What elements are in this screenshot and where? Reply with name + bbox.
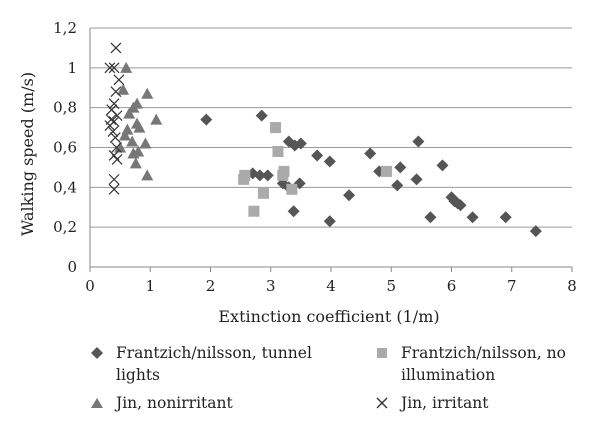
- cross-point: [109, 132, 121, 143]
- cross-point: [108, 173, 120, 185]
- triangle-point: [130, 97, 143, 109]
- y-tick-label: 1: [67, 59, 77, 77]
- y-tick-label: 0,6: [53, 139, 77, 157]
- legend-item-no-illumination: Frantzich/nilsson, no illumination: [375, 342, 600, 386]
- cross-point: [113, 74, 125, 86]
- square-point: [286, 183, 298, 195]
- triangle-point: [129, 157, 142, 169]
- cross-point: [108, 62, 120, 74]
- axes: [89, 28, 573, 272]
- y-tick-label: 0,8: [53, 99, 77, 117]
- x-tick-label: 6: [447, 277, 457, 295]
- square-point: [258, 187, 270, 199]
- triangle-point: [126, 135, 139, 147]
- diamond-point: [410, 173, 423, 186]
- legend: Frantzich/nilsson, tunnel lights Frantzi…: [90, 340, 590, 430]
- square-point: [272, 145, 284, 157]
- triangle-point: [139, 137, 152, 149]
- cross-point: [104, 120, 116, 132]
- diamond-point: [287, 205, 300, 218]
- legend-label: Jin, nonirritant: [116, 394, 233, 412]
- diamond-point: [255, 109, 268, 122]
- triangle-marker-icon: [90, 392, 104, 414]
- diamond-point: [294, 137, 307, 150]
- cross-point: [108, 98, 120, 110]
- triangle-point: [150, 113, 163, 125]
- y-tick-label: 0: [67, 258, 77, 276]
- diamond-point: [466, 211, 479, 224]
- cross-point: [104, 62, 116, 74]
- diamond-point: [499, 211, 512, 224]
- legend-label: Frantzich/nilsson, no illumination: [401, 344, 566, 384]
- legend-label: Frantzich/nilsson, tunnel lights: [116, 344, 312, 384]
- x-tick-label: 4: [326, 277, 336, 295]
- square-point: [380, 165, 392, 177]
- x-tick-label: 5: [386, 277, 396, 295]
- y-tick-labels: 0 0,2 0,4 0,6 0,8 1 1,2: [53, 19, 77, 276]
- triangle-point: [117, 83, 130, 95]
- diamond-point: [529, 225, 542, 238]
- diamond-point: [200, 113, 213, 126]
- diamond-point: [311, 149, 324, 162]
- cross-point: [111, 154, 123, 165]
- square-point: [278, 165, 290, 177]
- legend-label: Jin, irritant: [401, 394, 489, 412]
- x-axis-label: Extinction coefficient (1/m): [218, 307, 439, 326]
- triangle-point: [123, 107, 136, 119]
- cross-point: [107, 126, 119, 137]
- triangle-point: [141, 87, 154, 99]
- triangle-point: [141, 169, 154, 181]
- diamond-point: [436, 159, 449, 172]
- legend-item-tunnel-lights: Frantzich/nilsson, tunnel lights: [90, 342, 321, 386]
- diamond-point: [394, 161, 407, 174]
- diamond-point: [253, 169, 266, 182]
- square-point: [270, 122, 282, 134]
- y-tick-label: 1,2: [53, 19, 77, 37]
- x-tick-label: 7: [507, 277, 517, 295]
- diamond-point: [343, 189, 356, 202]
- y-tick-label: 0,4: [53, 178, 77, 196]
- diamond-point: [323, 215, 336, 228]
- cross-point: [111, 110, 123, 122]
- y-axis-label: Walking speed (m/s): [18, 72, 37, 236]
- cross-point: [108, 183, 120, 195]
- square-point: [248, 205, 260, 217]
- diamond-point: [454, 199, 467, 212]
- legend-item-jin-irritant: Jin, irritant: [375, 392, 600, 414]
- diamond-point: [391, 179, 404, 192]
- square-point: [239, 169, 251, 181]
- triangle-point: [127, 147, 140, 159]
- x-tick-label: 0: [85, 277, 95, 295]
- triangle-point: [133, 121, 146, 133]
- scatter-chart: 0 0,2 0,4 0,6 0,8 1 1,2 0 1 2 3 4 5 6 7 8 Walking spee…: [18, 19, 577, 326]
- triangle-point: [118, 129, 131, 141]
- diamond-point: [364, 147, 377, 160]
- cross-marker-icon: [375, 392, 389, 414]
- diamond-point: [323, 155, 336, 168]
- diamond-point: [412, 135, 425, 148]
- legend-item-jin-nonirritant: Jin, nonirritant: [90, 392, 321, 414]
- x-tick-labels: 0 1 2 3 4 5 6 7 8: [85, 277, 577, 295]
- triangle-point: [120, 61, 133, 73]
- data-points: [104, 42, 542, 238]
- x-tick-label: 8: [567, 277, 577, 295]
- diamond-point: [424, 211, 437, 224]
- cross-point: [110, 42, 122, 54]
- diamond-marker-icon: [90, 342, 104, 364]
- diamond-point: [261, 169, 274, 182]
- x-tick-label: 1: [145, 277, 155, 295]
- x-tick-label: 3: [266, 277, 276, 295]
- square-marker-icon: [375, 342, 389, 364]
- y-tick-label: 0,2: [53, 218, 77, 236]
- triangle-point: [114, 141, 127, 153]
- cross-point: [110, 86, 122, 98]
- cross-point: [111, 142, 122, 153]
- x-tick-label: 2: [206, 277, 216, 295]
- gridlines: [90, 27, 572, 228]
